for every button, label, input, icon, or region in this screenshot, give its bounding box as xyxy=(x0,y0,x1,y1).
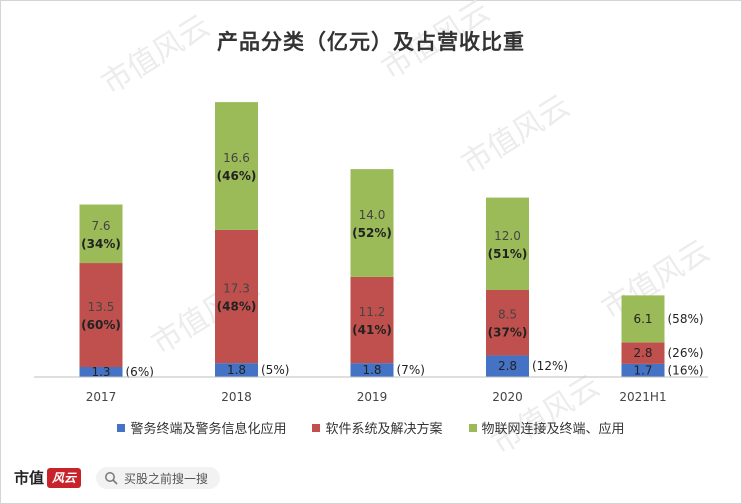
data-label-share: (60%) xyxy=(81,318,121,332)
bar-segment-2021H1-0 xyxy=(621,363,665,377)
data-label-share: (16%) xyxy=(668,363,704,377)
bar-segment-2018-2 xyxy=(215,102,258,230)
legend-item-police-terminal: 警务终端及警务信息化应用 xyxy=(117,418,286,437)
data-label-value: 14.0 xyxy=(359,208,386,222)
data-label-share: (48%) xyxy=(217,300,257,314)
bar-segment-2019-1 xyxy=(350,276,394,364)
data-label-value: 11.2 xyxy=(359,305,386,319)
data-label-share: (41%) xyxy=(352,323,392,337)
data-label-share: (34%) xyxy=(81,237,121,251)
bar-segment-2019-2 xyxy=(350,169,394,277)
legend-swatch-green xyxy=(468,423,477,432)
chart-legend: 警务终端及警务信息化应用 软件系统及解决方案 物联网连接及终端、应用 xyxy=(0,418,742,437)
search-bar[interactable]: 买股之前搜一搜 xyxy=(96,467,221,489)
data-label-value: 1.3 xyxy=(91,365,110,379)
data-label-value: 1.7 xyxy=(633,363,652,377)
search-placeholder: 买股之前搜一搜 xyxy=(124,471,209,486)
data-label-share: (6%) xyxy=(126,365,154,379)
brand-logo-text: 市值 xyxy=(14,469,45,487)
bar-segment-2017-2 xyxy=(79,204,123,264)
x-tick-label: 2020 xyxy=(492,390,523,404)
bar-segment-2017-0 xyxy=(79,366,123,377)
data-label-value: 1.8 xyxy=(362,363,381,377)
watermark-text: 市值风云 xyxy=(486,369,606,462)
data-label-share: (51%) xyxy=(488,247,528,261)
chart-title: 产品分类（亿元）及占营收比重 xyxy=(217,30,525,54)
x-tick-label: 2019 xyxy=(357,390,388,404)
data-label-share: (58%) xyxy=(668,312,704,326)
bar-segment-2020-2 xyxy=(486,197,529,290)
x-tick-label: 2017 xyxy=(86,390,117,404)
bar-segment-2017-1 xyxy=(79,263,123,367)
legend-swatch-red xyxy=(312,423,321,432)
data-label-value: 12.0 xyxy=(494,229,521,243)
data-label-share: (7%) xyxy=(397,363,425,377)
data-label-value: 1.8 xyxy=(227,363,246,377)
bar-segment-2021H1-2 xyxy=(621,295,665,343)
watermark-text: 市值风云 xyxy=(456,89,576,182)
data-label-value: 2.8 xyxy=(498,359,517,373)
legend-item-iot: 物联网连接及终端、应用 xyxy=(468,418,625,437)
data-label-value: 13.5 xyxy=(88,300,115,314)
legend-item-software: 软件系统及解决方案 xyxy=(312,418,443,437)
data-label-value: 2.8 xyxy=(633,346,652,360)
data-label-share: (37%) xyxy=(488,326,528,340)
legend-label: 物联网连接及终端、应用 xyxy=(481,422,625,437)
legend-label: 警务终端及警务信息化应用 xyxy=(130,422,287,437)
data-label-share: (46%) xyxy=(217,169,257,183)
data-label-share: (26%) xyxy=(668,346,704,360)
search-icon xyxy=(105,472,118,485)
data-label-share: (52%) xyxy=(352,226,392,240)
bar-segment-2018-1 xyxy=(215,229,258,364)
data-label-value: 17.3 xyxy=(223,282,250,296)
x-tick-label: 2018 xyxy=(221,390,252,404)
legend-label: 软件系统及解决方案 xyxy=(325,422,443,437)
bar-segment-2021H1-1 xyxy=(621,342,665,364)
data-label-value: 8.5 xyxy=(498,308,517,322)
bar-segment-2019-0 xyxy=(350,363,394,377)
data-label-share: (12%) xyxy=(532,359,568,373)
legend-swatch-blue xyxy=(117,423,126,432)
bar-segment-2020-0 xyxy=(486,355,529,377)
x-tick-label: 2021H1 xyxy=(619,390,666,404)
brand-logo-seal: 风云 xyxy=(47,467,82,488)
bar-segment-2020-1 xyxy=(486,289,529,356)
data-label-value: 6.1 xyxy=(633,312,652,326)
brand-logo[interactable]: 市值 风云 xyxy=(14,467,82,488)
data-label-value: 16.6 xyxy=(223,151,250,165)
data-label-share: (5%) xyxy=(261,363,289,377)
bar-segment-2018-0 xyxy=(215,363,258,377)
data-label-value: 7.6 xyxy=(91,219,110,233)
